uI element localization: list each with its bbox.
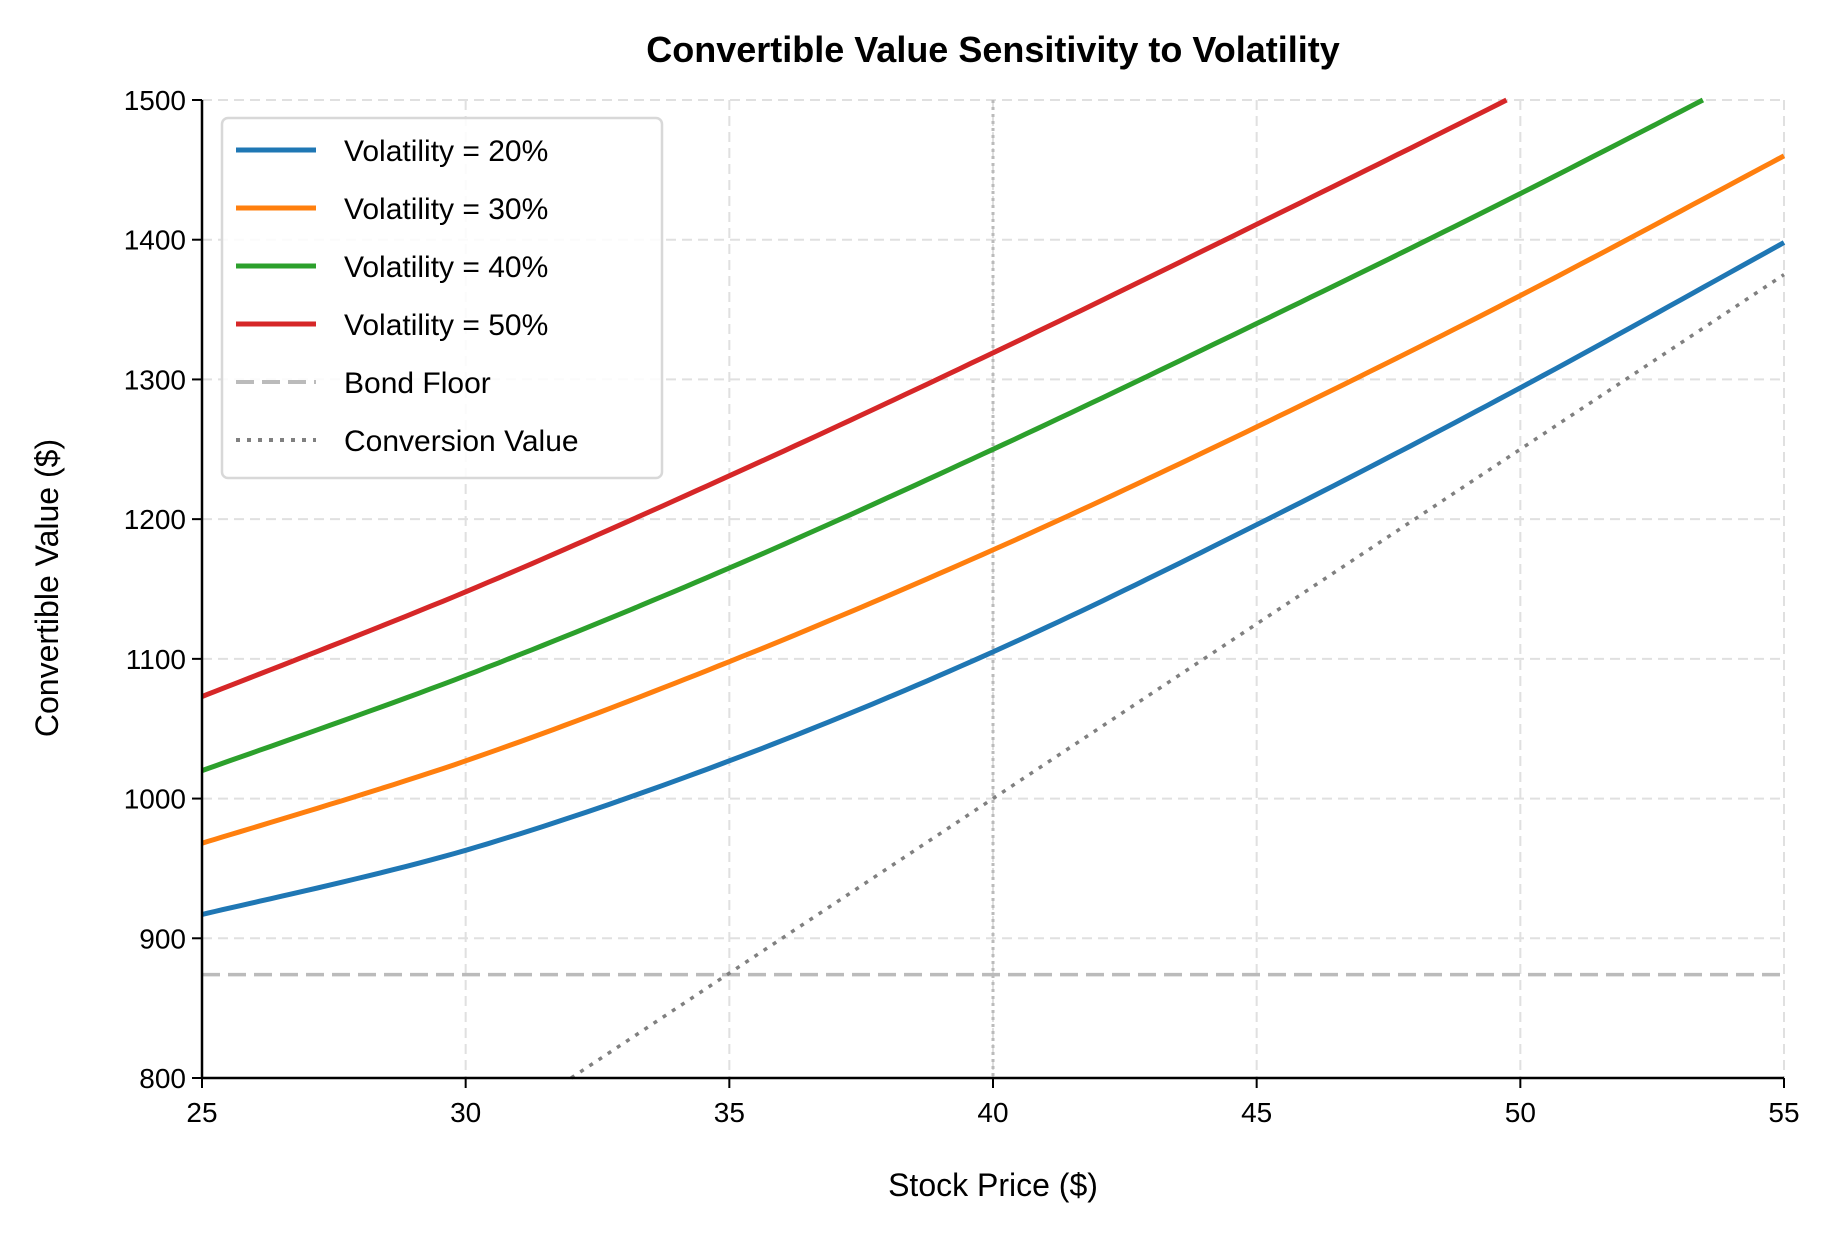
legend: Volatility = 20% Volatility = 30% Volatili… — [220, 116, 664, 480]
y-tick-label: 1500 — [124, 85, 186, 116]
series-line-3 — [201, 97, 1705, 773]
y-tick-label: 900 — [139, 923, 186, 954]
legend-label: Volatility = 20% — [344, 135, 548, 168]
legend-box — [220, 116, 664, 480]
chart-title: Convertible Value Sensitivity to Volatil… — [646, 29, 1340, 70]
x-tick-label: 35 — [714, 1097, 745, 1128]
series-group — [201, 97, 1786, 1080]
legend-label: Volatility = 30% — [344, 193, 548, 226]
x-tick-label: 55 — [1768, 1097, 1799, 1128]
legend-label: Volatility = 50% — [344, 309, 548, 342]
series-line-4 — [201, 97, 1508, 699]
legend-label: Volatility = 40% — [344, 251, 548, 284]
axes: 25 30 35 40 45 50 55 800 900 1000 1100 1200 1300 1400… — [124, 85, 1800, 1128]
series-line-2 — [201, 153, 1786, 846]
y-tick-label: 1200 — [124, 504, 186, 535]
legend-label: Bond Floor — [344, 367, 491, 400]
x-tick-label: 45 — [1241, 1097, 1272, 1128]
x-axis-label: Stock Price ($) — [888, 1167, 1098, 1203]
x-tick-label: 50 — [1505, 1097, 1536, 1128]
y-tick-label: 1400 — [124, 225, 186, 256]
y-tick-label: 1000 — [124, 784, 186, 815]
x-tick-label: 25 — [186, 1097, 217, 1128]
y-tick-label: 1100 — [126, 644, 186, 675]
x-tick-label: 30 — [450, 1097, 481, 1128]
plot-area — [201, 97, 1786, 1080]
y-tick-label: 1300 — [124, 364, 186, 395]
y-tick-label: 800 — [139, 1063, 186, 1094]
x-tick-label: 40 — [977, 1097, 1008, 1128]
y-axis-label: Convertible Value ($) — [29, 439, 65, 737]
series-line-6 — [570, 273, 1785, 1080]
series-line-1 — [201, 240, 1786, 917]
legend-label: Conversion Value — [344, 425, 579, 458]
